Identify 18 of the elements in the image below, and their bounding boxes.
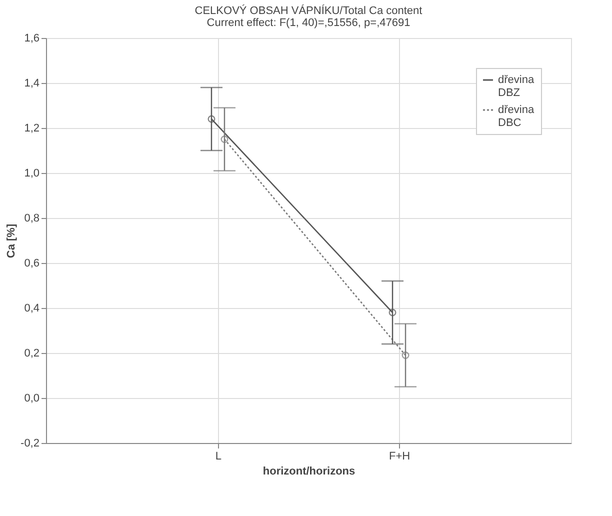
x-tick-label: L — [215, 450, 222, 462]
y-axis-title: Ca [%] — [6, 224, 18, 258]
legend-label: dřevina DBC — [498, 104, 535, 129]
legend-label: dřevina DBZ — [498, 74, 535, 99]
y-tick-label: -0,2 — [20, 438, 40, 450]
chart-subtitle: Current effect: F(1, 40)=,51556, p=,47691 — [206, 17, 410, 29]
y-tick-label: 1,4 — [24, 78, 40, 90]
y-tick-label: 0,8 — [24, 212, 40, 224]
y-tick-label: 1,0 — [24, 168, 40, 180]
y-tick-label: 1,6 — [24, 32, 40, 44]
y-tick-label: 0,6 — [24, 258, 40, 270]
x-tick-label: F+H — [388, 450, 410, 462]
x-axis-title: horizont/horizons — [262, 466, 356, 478]
y-tick-label: 1,2 — [24, 122, 40, 134]
chart-title: CELKOVÝ OBSAH VÁPNÍKU/Total Ca content — [194, 4, 422, 17]
y-tick-label: 0,4 — [24, 302, 40, 314]
y-tick-label: 0,0 — [24, 392, 40, 404]
y-tick-label: 0,2 — [24, 348, 40, 360]
